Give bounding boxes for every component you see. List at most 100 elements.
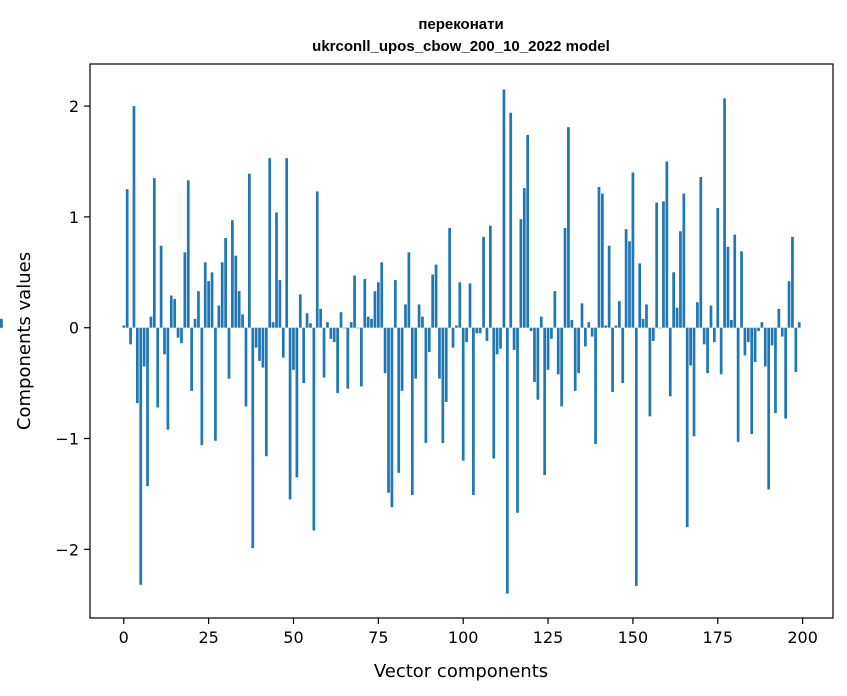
bar-81 xyxy=(397,327,401,473)
bar-142 xyxy=(604,325,608,328)
bar-94 xyxy=(441,327,445,443)
bar-17 xyxy=(180,327,183,344)
bar-85 xyxy=(410,327,414,496)
bar-32 xyxy=(231,220,234,328)
x-tick-label: 200 xyxy=(787,628,818,647)
bar-102 xyxy=(468,283,472,328)
bar-122 xyxy=(536,327,540,400)
bar-0 xyxy=(122,325,126,328)
bar-1 xyxy=(125,189,129,328)
bar-161 xyxy=(668,327,672,397)
bar-28 xyxy=(217,305,221,328)
bar-181 xyxy=(736,327,740,442)
bar-82 xyxy=(400,327,404,391)
bar-98 xyxy=(455,325,458,328)
bar-105 xyxy=(478,327,482,334)
bar-43 xyxy=(268,158,272,328)
bar-137 xyxy=(587,322,591,328)
bar-5 xyxy=(139,327,143,585)
bars-group xyxy=(0,89,801,594)
bar-135 xyxy=(580,303,584,328)
bar-164 xyxy=(679,231,682,328)
bar-191 xyxy=(770,327,774,346)
bar-153 xyxy=(641,318,645,328)
bar-118 xyxy=(522,188,526,328)
bar-67 xyxy=(349,322,353,328)
bar-3 xyxy=(132,106,136,328)
bar-55 xyxy=(309,323,312,328)
bar-110 xyxy=(495,327,499,355)
x-tick-label: 75 xyxy=(368,628,388,647)
bar-173 xyxy=(709,305,713,328)
x-tick-label: 0 xyxy=(119,628,129,647)
bar-132 xyxy=(570,319,574,328)
bar-58 xyxy=(319,308,322,328)
bar-130 xyxy=(563,227,567,328)
bar-148 xyxy=(624,229,628,328)
bar-99 xyxy=(458,282,462,328)
bar-83 xyxy=(404,304,407,328)
bar-25 xyxy=(207,281,210,328)
bar-20 xyxy=(190,327,194,391)
bar-190 xyxy=(767,327,771,490)
bar-36 xyxy=(244,327,248,407)
bar-33 xyxy=(234,255,238,328)
y-axis-ticks: −2 −1 0 1 2 xyxy=(55,97,90,559)
bar-165 xyxy=(682,193,686,328)
bar-126 xyxy=(550,327,553,339)
bar-143 xyxy=(607,245,611,328)
bar-194 xyxy=(780,327,784,337)
bar-46 xyxy=(278,280,282,328)
bar-12 xyxy=(163,327,166,355)
bar-158 xyxy=(658,327,662,329)
bar-95 xyxy=(444,327,448,402)
bar-151 xyxy=(634,327,638,586)
bar-160 xyxy=(665,161,669,328)
bar-10 xyxy=(156,327,160,408)
bar-180 xyxy=(733,234,737,328)
bar-47 xyxy=(281,327,285,358)
bar-166 xyxy=(685,327,689,528)
bar-106 xyxy=(482,236,485,328)
bar-113 xyxy=(505,327,509,594)
bar-39 xyxy=(254,327,258,348)
bar-108 xyxy=(488,225,492,328)
bar-61 xyxy=(329,327,333,339)
bar-197 xyxy=(791,236,794,328)
bar-50 xyxy=(292,327,295,370)
bar-119 xyxy=(526,134,530,328)
bar-73 xyxy=(370,318,373,328)
bar-77 xyxy=(383,327,387,374)
bar-91 xyxy=(431,274,435,328)
bar-75 xyxy=(376,282,380,328)
bar-6 xyxy=(142,327,146,367)
bar-189 xyxy=(763,327,767,367)
bar-23 xyxy=(200,327,204,446)
x-tick-label: 150 xyxy=(618,628,649,647)
bar-139 xyxy=(594,327,597,445)
bar-15 xyxy=(173,298,177,328)
bar-44 xyxy=(271,322,275,328)
bar-140 xyxy=(597,186,601,328)
bar-163 xyxy=(675,307,679,328)
bar-144 xyxy=(611,327,614,392)
bar-2 xyxy=(129,327,132,345)
bar-146 xyxy=(617,301,621,328)
bar-35 xyxy=(241,314,244,328)
bar-64 xyxy=(339,312,343,328)
x-tick-label: 50 xyxy=(283,628,303,647)
bar-124 xyxy=(543,327,547,476)
bar-178 xyxy=(726,246,730,328)
bar-63 xyxy=(336,327,339,394)
bar-114 xyxy=(509,112,513,328)
bar-152 xyxy=(638,263,642,328)
bar-84 xyxy=(407,252,411,328)
bar-54 xyxy=(305,313,309,328)
chart-subtitle: ukrconll_upos_cbow_200_10_2022 model xyxy=(312,38,610,55)
x-tick-label: 175 xyxy=(702,628,733,647)
bar-115 xyxy=(512,327,516,350)
bar-141 xyxy=(601,193,604,328)
bar-21 xyxy=(193,318,197,328)
bar-93 xyxy=(438,327,441,379)
bar-129 xyxy=(560,327,563,407)
